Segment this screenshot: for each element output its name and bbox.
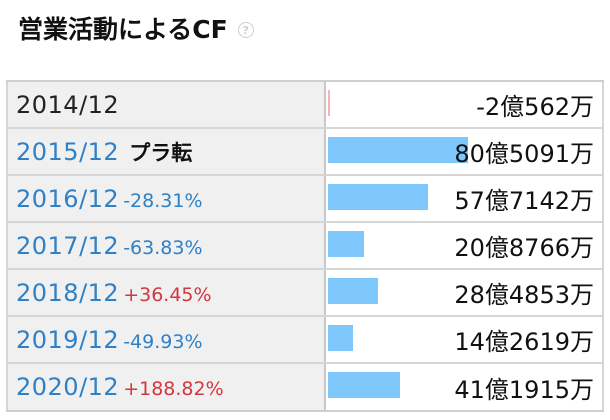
year-link[interactable]: 2015/12 xyxy=(16,137,120,166)
table-row: 2019/12 -49.93% 14億2619万 xyxy=(6,317,604,364)
year-cell: 2016/12 -28.31% xyxy=(6,176,326,221)
change-percent: -63.83% xyxy=(123,236,203,259)
table-row: 2017/12 -63.83% 20億8766万 xyxy=(6,223,604,270)
year-cell: 2020/12 +188.82% xyxy=(6,364,326,410)
value-cell: 57億7142万 xyxy=(326,176,604,221)
value-cell: 14億2619万 xyxy=(326,317,604,362)
year-cell: 2014/12 xyxy=(6,82,326,127)
change-percent: +36.45% xyxy=(123,283,212,306)
value-bar xyxy=(328,231,364,257)
year-link[interactable]: 2019/12 xyxy=(16,325,120,354)
value-text: 14億2619万 xyxy=(454,328,594,356)
change-percent: +188.82% xyxy=(123,378,224,400)
year-cell: 2018/12 +36.45% xyxy=(6,270,326,315)
value-cell: 28億4853万 xyxy=(326,270,604,315)
table-row: 2020/12 +188.82% 41億1915万 xyxy=(6,364,604,410)
value-text: 80億5091万 xyxy=(454,140,594,168)
section-title: 営業活動によるCF xyxy=(18,15,228,44)
value-bar xyxy=(328,184,428,210)
value-bar xyxy=(328,278,378,304)
value-text: 20億8766万 xyxy=(454,234,594,262)
year-cell: 2019/12 -49.93% xyxy=(6,317,326,362)
year-link[interactable]: 2018/12 xyxy=(16,278,120,307)
value-cell: 41億1915万 xyxy=(326,364,604,410)
cashflow-table: 2014/12 -2億562万 2015/12 プラ転 80億5091万 201… xyxy=(6,80,604,412)
value-text: 28億4853万 xyxy=(454,281,594,309)
value-cell: -2億562万 xyxy=(326,82,604,127)
help-icon[interactable]: ? xyxy=(237,22,254,38)
value-bar xyxy=(328,325,353,351)
value-bar xyxy=(328,137,468,163)
section-header: 営業活動によるCF ? xyxy=(18,8,254,48)
year-cell: 2015/12 プラ転 xyxy=(6,129,326,174)
change-percent: -28.31% xyxy=(123,189,203,212)
value-text: 57億7142万 xyxy=(454,187,594,215)
table-row: 2018/12 +36.45% 28億4853万 xyxy=(6,270,604,317)
year-cell: 2017/12 -63.83% xyxy=(6,223,326,268)
year-label: 2014/12 xyxy=(16,90,120,119)
year-link[interactable]: 2020/12 xyxy=(16,373,120,401)
value-bar xyxy=(328,372,400,398)
change-percent: -49.93% xyxy=(123,330,203,353)
year-link[interactable]: 2016/12 xyxy=(16,184,120,213)
value-cell: 80億5091万 xyxy=(326,129,604,174)
table-row: 2014/12 -2億562万 xyxy=(6,82,604,129)
value-text: -2億562万 xyxy=(476,93,594,121)
value-bar xyxy=(328,90,330,116)
value-text: 41億1915万 xyxy=(454,375,594,404)
status-badge: プラ転 xyxy=(129,140,193,165)
value-cell: 20億8766万 xyxy=(326,223,604,268)
table-row: 2015/12 プラ転 80億5091万 xyxy=(6,129,604,176)
year-link[interactable]: 2017/12 xyxy=(16,231,120,260)
table-row: 2016/12 -28.31% 57億7142万 xyxy=(6,176,604,223)
